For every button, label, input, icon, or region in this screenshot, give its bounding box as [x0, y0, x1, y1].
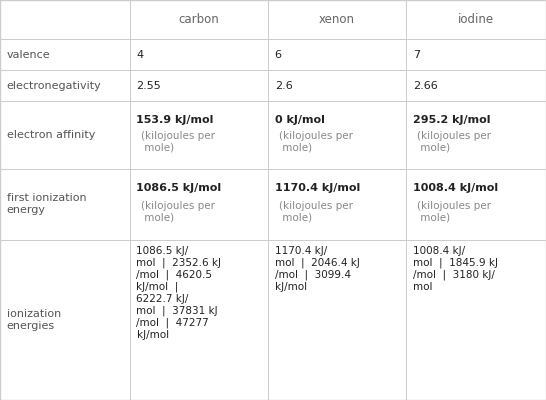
Bar — [0, 0, 130, 39]
Bar — [130, 240, 268, 400]
Text: 1170.4 kJ/mol: 1170.4 kJ/mol — [275, 183, 360, 193]
Bar — [0, 240, 130, 400]
Bar — [130, 70, 268, 101]
Text: first ionization
energy: first ionization energy — [7, 193, 86, 215]
Text: iodine: iodine — [458, 13, 494, 26]
Text: 1008.4 kJ/
mol  |  1845.9 kJ
/mol  |  3180 kJ/
mol: 1008.4 kJ/ mol | 1845.9 kJ /mol | 3180 k… — [413, 246, 498, 292]
Bar — [406, 39, 546, 70]
Bar — [268, 168, 406, 240]
Text: ionization
energies: ionization energies — [7, 309, 61, 331]
Bar — [0, 101, 130, 169]
Text: (kilojoules per
 mole): (kilojoules per mole) — [279, 200, 353, 222]
Text: (kilojoules per
 mole): (kilojoules per mole) — [417, 131, 491, 152]
Text: 2.66: 2.66 — [413, 81, 437, 91]
Text: (kilojoules per
 mole): (kilojoules per mole) — [141, 131, 215, 152]
Text: (kilojoules per
 mole): (kilojoules per mole) — [417, 200, 491, 222]
Text: electronegativity: electronegativity — [7, 81, 102, 91]
Text: 2.6: 2.6 — [275, 81, 293, 91]
Text: (kilojoules per
 mole): (kilojoules per mole) — [141, 200, 215, 222]
Bar — [406, 240, 546, 400]
Text: 1086.5 kJ/
mol  |  2352.6 kJ
/mol  |  4620.5
kJ/mol  |
6222.7 kJ/
mol  |  37831 : 1086.5 kJ/ mol | 2352.6 kJ /mol | 4620.5… — [136, 246, 222, 340]
Text: 6: 6 — [275, 50, 282, 60]
Bar — [130, 168, 268, 240]
Text: 0 kJ/mol: 0 kJ/mol — [275, 114, 324, 124]
Bar — [268, 70, 406, 101]
Text: xenon: xenon — [319, 13, 355, 26]
Text: electron affinity: electron affinity — [7, 130, 95, 140]
Bar — [268, 240, 406, 400]
Text: 4: 4 — [136, 50, 144, 60]
Bar — [406, 168, 546, 240]
Text: 7: 7 — [413, 50, 420, 60]
Bar — [268, 0, 406, 39]
Bar — [130, 0, 268, 39]
Text: valence: valence — [7, 50, 50, 60]
Text: 153.9 kJ/mol: 153.9 kJ/mol — [136, 114, 214, 124]
Bar — [0, 168, 130, 240]
Bar — [130, 39, 268, 70]
Text: carbon: carbon — [179, 13, 219, 26]
Text: (kilojoules per
 mole): (kilojoules per mole) — [279, 131, 353, 152]
Text: 1170.4 kJ/
mol  |  2046.4 kJ
/mol  |  3099.4
kJ/mol: 1170.4 kJ/ mol | 2046.4 kJ /mol | 3099.4… — [275, 246, 359, 292]
Text: 295.2 kJ/mol: 295.2 kJ/mol — [413, 114, 490, 124]
Bar — [268, 39, 406, 70]
Bar — [406, 70, 546, 101]
Bar — [130, 101, 268, 169]
Text: 1008.4 kJ/mol: 1008.4 kJ/mol — [413, 183, 498, 193]
Bar — [406, 0, 546, 39]
Bar — [0, 39, 130, 70]
Bar — [268, 101, 406, 169]
Bar — [406, 101, 546, 169]
Text: 2.55: 2.55 — [136, 81, 161, 91]
Bar — [0, 70, 130, 101]
Text: 1086.5 kJ/mol: 1086.5 kJ/mol — [136, 183, 222, 193]
